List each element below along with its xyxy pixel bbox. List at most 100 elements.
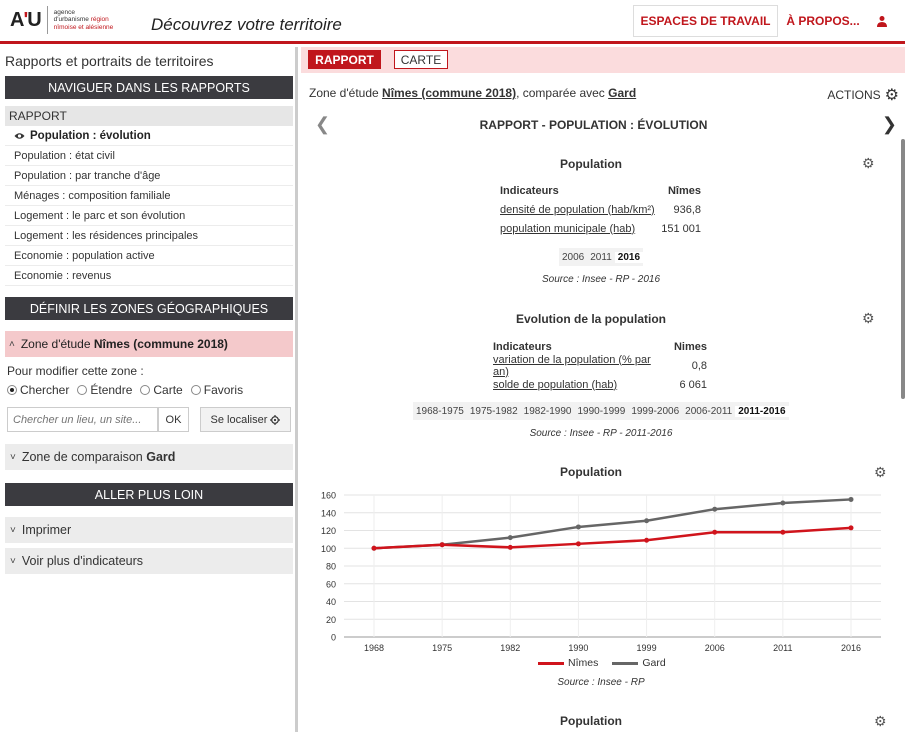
sidebar: Rapports et portraits de territoires NAV… bbox=[0, 47, 298, 732]
source-note: Source : Insee - RP - 2011-2016 bbox=[529, 428, 673, 439]
data-point bbox=[575, 541, 581, 547]
series-line-gard bbox=[373, 498, 852, 550]
period-option[interactable]: 1990-1999 bbox=[577, 405, 626, 417]
crosshair-icon bbox=[270, 414, 281, 425]
indicateur-link[interactable]: population municipale (hab) bbox=[500, 222, 636, 235]
source-note: Source : Insee - RP bbox=[557, 677, 645, 688]
data-point bbox=[507, 535, 513, 541]
rapport-item-tranche-age[interactable]: Population : par tranche d'âge bbox=[5, 166, 293, 186]
rapport-item-etat-civil[interactable]: Population : état civil bbox=[5, 146, 293, 166]
aller-plus-loin-heading: ALLER PLUS LOIN bbox=[5, 483, 293, 506]
imprimer-toggle[interactable]: ˅ Imprimer bbox=[5, 517, 293, 543]
year-option-selected[interactable]: 2016 bbox=[614, 251, 644, 263]
period-option[interactable]: 1975-1982 bbox=[469, 405, 518, 417]
previous-report-chevron-icon[interactable]: ❮ bbox=[315, 114, 331, 134]
legend-item-gard[interactable]: Gard bbox=[612, 657, 666, 669]
legend-swatch bbox=[538, 661, 564, 665]
rapport-item-population-active[interactable]: Economie : population active bbox=[5, 246, 293, 266]
view-tabs: RAPPORT CARTE bbox=[301, 47, 905, 73]
next-report-chevron-icon[interactable]: ❯ bbox=[881, 114, 897, 134]
lieu-search-input[interactable] bbox=[7, 407, 158, 432]
chevron-down-icon: ˅ bbox=[10, 555, 16, 567]
voir-plus-indicateurs-toggle[interactable]: ˅ Voir plus d'indicateurs bbox=[5, 548, 293, 574]
indicateur-link[interactable]: densité de population (hab/km²) bbox=[500, 203, 655, 216]
logo-divider bbox=[46, 6, 48, 34]
gear-icon[interactable]: ⚙ bbox=[874, 713, 887, 729]
rapport-item-menages[interactable]: Ménages : composition familiale bbox=[5, 186, 293, 206]
actions-button[interactable]: ACTIONS ⚙ bbox=[827, 87, 899, 104]
user-button[interactable] bbox=[868, 5, 896, 37]
logo-mark: A'U bbox=[10, 8, 42, 31]
table-row: densité de population (hab/km²) 936,8 bbox=[500, 203, 701, 216]
gear-icon[interactable]: ⚙ bbox=[862, 310, 875, 326]
period-option[interactable]: 1999-2006 bbox=[631, 405, 680, 417]
sidebar-title: Rapports et portraits de territoires bbox=[5, 53, 214, 69]
x-tick-label: 1982 bbox=[500, 643, 520, 653]
a-propos-menu[interactable]: À PROPOS... bbox=[781, 5, 865, 37]
gear-icon: ⚙ bbox=[884, 87, 899, 104]
chevron-down-icon: ˅ bbox=[10, 451, 16, 463]
zone-etude-toggle[interactable]: ˄ Zone d'étude Nîmes (commune 2018) bbox=[5, 331, 293, 357]
y-tick-label: 160 bbox=[321, 491, 336, 501]
chevron-down-icon: ˅ bbox=[10, 524, 16, 536]
tab-rapport[interactable]: RAPPORT bbox=[308, 50, 381, 69]
indicateurs-table-evolution: Indicateurs Nimes variation de la populat… bbox=[493, 337, 707, 394]
y-tick-label: 40 bbox=[326, 597, 336, 607]
data-point bbox=[712, 529, 718, 535]
section-chart-title: Population bbox=[560, 465, 622, 479]
y-tick-label: 20 bbox=[326, 615, 336, 625]
section-population-title: Population bbox=[560, 157, 622, 171]
user-icon bbox=[877, 16, 887, 27]
zone-mode-radios: Chercher Étendre Carte Favoris bbox=[7, 383, 243, 397]
rapport-item-logement-parc[interactable]: Logement : le parc et son évolution bbox=[5, 206, 293, 226]
zone-comparaison-toggle[interactable]: ˅ Zone de comparaison Gard bbox=[5, 444, 293, 470]
x-tick-label: 1968 bbox=[364, 643, 384, 653]
scrollbar-thumb[interactable] bbox=[901, 139, 905, 399]
gear-icon[interactable]: ⚙ bbox=[874, 464, 887, 480]
indicateur-link[interactable]: solde de population (hab) bbox=[493, 378, 618, 391]
radio-favoris[interactable]: Favoris bbox=[190, 383, 243, 397]
zone-summary: Zone d'étude Nîmes (commune 2018), compa… bbox=[309, 86, 637, 100]
eye-icon bbox=[14, 132, 25, 139]
period-option[interactable]: 1968-1975 bbox=[416, 405, 464, 417]
zone-etude-link[interactable]: Nîmes (commune 2018) bbox=[382, 86, 517, 100]
period-option[interactable]: 2006-2011 bbox=[685, 405, 733, 417]
logo[interactable]: A'U agence d'urbanisme région nîmoise et… bbox=[10, 6, 113, 34]
se-localiser-button[interactable]: Se localiser bbox=[200, 407, 291, 432]
x-tick-label: 2006 bbox=[705, 643, 725, 653]
logo-text: agence d'urbanisme région nîmoise et alé… bbox=[53, 8, 114, 31]
zone-comparaison-link[interactable]: Gard bbox=[608, 86, 637, 100]
rapport-item-revenus[interactable]: Economie : revenus bbox=[5, 266, 293, 286]
x-tick-label: 1975 bbox=[432, 643, 452, 653]
naviguer-heading: NAVIGUER DANS LES RAPPORTS bbox=[5, 76, 293, 99]
zones-heading: DÉFINIR LES ZONES GÉOGRAPHIQUES bbox=[5, 297, 293, 320]
period-option[interactable]: 1982-1990 bbox=[523, 405, 572, 417]
year-option[interactable]: 2011 bbox=[590, 251, 612, 263]
table-header: Indicateurs Nimes bbox=[493, 340, 707, 353]
tab-carte[interactable]: CARTE bbox=[394, 50, 448, 69]
x-tick-label: 2011 bbox=[773, 643, 792, 653]
rapport-item-logement-residences[interactable]: Logement : les résidences principales bbox=[5, 226, 293, 246]
year-option[interactable]: 2006 bbox=[562, 251, 585, 263]
year-selector: 2006 2011 2016 bbox=[559, 248, 644, 266]
section-evolution-title: Evolution de la population bbox=[516, 312, 666, 326]
section-population-title-2: Population bbox=[560, 714, 622, 728]
search-ok-button[interactable]: OK bbox=[158, 407, 189, 432]
radio-carte[interactable]: Carte bbox=[140, 383, 183, 397]
data-point bbox=[644, 537, 650, 543]
period-selector: 1968-1975 1975-1982 1982-1990 1990-1999 … bbox=[413, 402, 789, 420]
period-option-selected[interactable]: 2011-2016 bbox=[735, 405, 789, 417]
data-point bbox=[371, 545, 377, 551]
gear-icon[interactable]: ⚙ bbox=[862, 155, 875, 171]
data-point bbox=[507, 544, 513, 550]
radio-etendre[interactable]: Étendre bbox=[77, 383, 132, 397]
rapport-item-population-evolution[interactable]: Population : évolution bbox=[5, 126, 293, 146]
radio-chercher[interactable]: Chercher bbox=[7, 383, 69, 397]
data-point bbox=[780, 529, 786, 535]
indicateur-link[interactable]: variation de la population (% par an) bbox=[493, 353, 651, 378]
y-tick-label: 120 bbox=[321, 526, 336, 536]
legend-item-nimes[interactable]: Nîmes bbox=[538, 657, 598, 669]
y-tick-label: 0 bbox=[331, 633, 336, 643]
chevron-up-icon: ˄ bbox=[9, 338, 15, 350]
espaces-de-travail-button[interactable]: ESPACES DE TRAVAIL bbox=[633, 5, 778, 37]
